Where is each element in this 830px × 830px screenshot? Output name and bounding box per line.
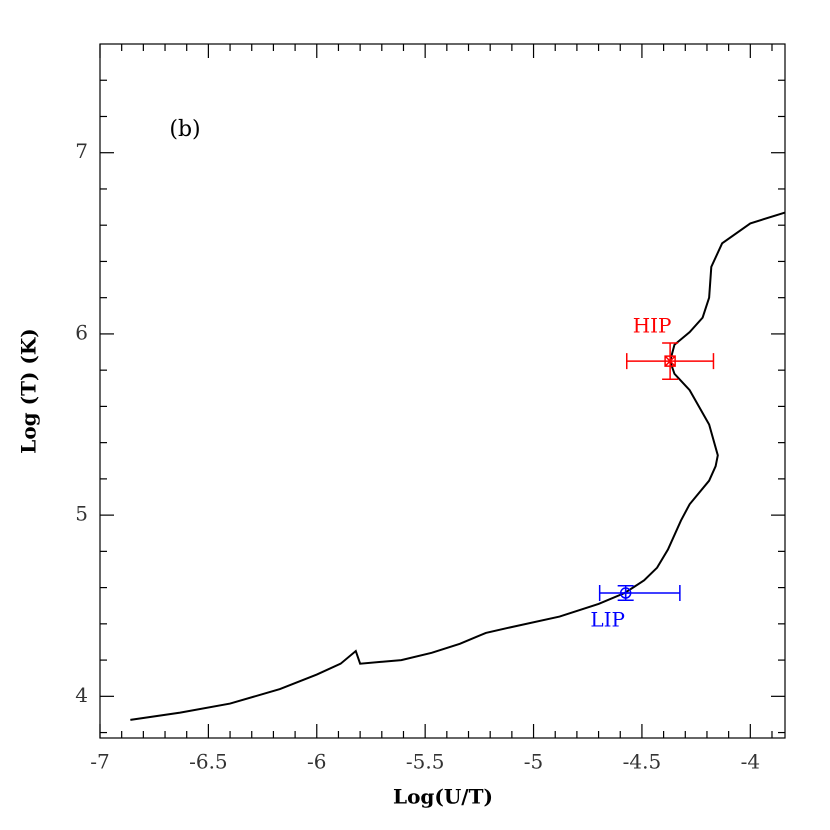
x-tick-label: -5.5	[406, 750, 445, 774]
x-error-bar	[598, 585, 681, 602]
x-tick-label: -6	[307, 750, 326, 774]
annotation: (b)	[169, 117, 200, 142]
x-tick-label: -4.5	[623, 750, 662, 774]
y-tick-label: 4	[75, 683, 88, 707]
marker	[664, 355, 676, 367]
y-axis-label: Log (T) (K)	[17, 328, 41, 453]
x-tick-label: -6.5	[189, 750, 228, 774]
y-tick-label: 7	[75, 139, 88, 163]
y-tick-label: 5	[75, 502, 88, 526]
point-label: LIP	[590, 608, 625, 632]
y-tick-label: 6	[75, 320, 88, 344]
marker	[619, 587, 632, 599]
curve	[130, 211, 786, 721]
plot-frame	[99, 43, 786, 739]
x-tick-label: -4	[741, 750, 760, 774]
x-axis-label: Log(U/T)	[393, 785, 493, 809]
x-tick-label: -7	[90, 750, 109, 774]
x-tick-label: -5	[524, 750, 543, 774]
point-label: HIP	[633, 314, 672, 338]
